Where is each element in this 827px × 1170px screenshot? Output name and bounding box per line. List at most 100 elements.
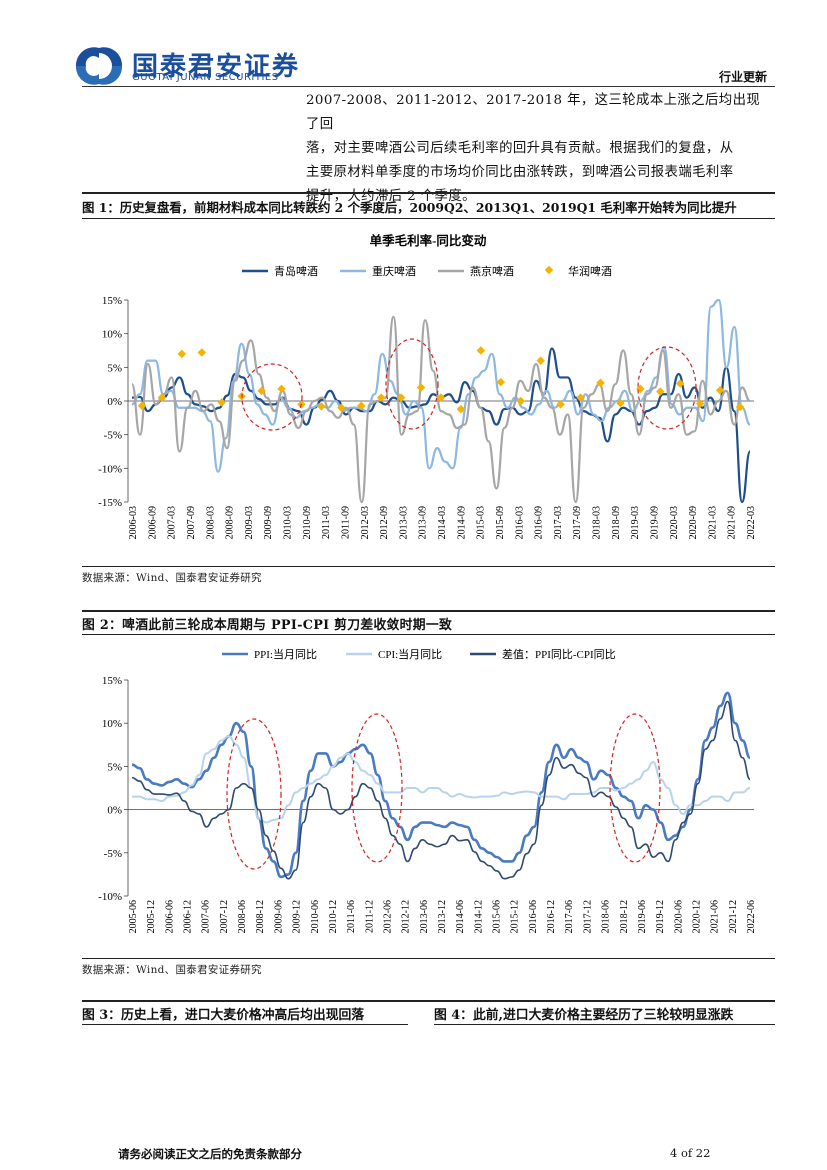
- scatter-point: [656, 387, 665, 396]
- x-tick-label: 2018-12: [619, 900, 630, 933]
- scatter-point: [536, 356, 545, 365]
- series-line: [131, 691, 751, 879]
- x-tick-label: 2010-03: [283, 506, 294, 539]
- x-tick-label: 2020-03: [669, 506, 680, 539]
- legend-label: 重庆啤酒: [372, 264, 416, 278]
- figure2-bottom-rule: [82, 958, 775, 959]
- x-tick-label: 2021-06: [710, 900, 721, 933]
- x-tick-label: 2006-06: [164, 900, 175, 933]
- paragraph-line: 落，对主要啤酒公司后续毛利率的回升具有贡献。根据我们的复盘，从: [306, 141, 734, 156]
- x-tick-label: 2020-12: [691, 900, 702, 933]
- figure3-title: 图 3：历史上看，进口大麦价格冲高后均出现回落: [82, 1008, 365, 1023]
- series-line: [132, 735, 751, 824]
- x-tick-label: 2016-09: [534, 506, 545, 539]
- chart-title: 单季毛利率-同比变动: [370, 233, 487, 248]
- scatter-point: [357, 401, 366, 410]
- legend-marker: [544, 265, 554, 275]
- scatter-point: [177, 349, 187, 359]
- x-tick-label: 2021-09: [727, 506, 738, 539]
- legend-label: 燕京啤酒: [470, 264, 514, 278]
- x-tick-label: 2007-03: [167, 506, 178, 539]
- x-tick-label: 2022-06: [746, 900, 757, 933]
- figure1-title-rule: [82, 218, 775, 219]
- figure4-title-rule: [434, 1024, 775, 1025]
- scatter-point: [436, 393, 446, 402]
- figure2-title: 图 2：啤酒此前三轮成本周期与 PPI-CPI 剪刀差收敛时期一致: [82, 618, 453, 633]
- figure1-top-rule: [82, 192, 775, 194]
- figure1-source: 数据来源：Wind、国泰君安证券研究: [82, 572, 262, 584]
- paragraph-line: 主要原材料单季度的市场均价同比由涨转跌，到啤酒公司报表端毛利率: [306, 165, 734, 180]
- scatter-point: [556, 400, 565, 409]
- figure1-title: 图 1：历史复盘看，前期材料成本同比转跌约 2 个季度后，2009Q2、2013…: [82, 200, 737, 215]
- y-tick-label: 0%: [107, 805, 122, 817]
- x-tick-label: 2009-06: [273, 900, 284, 933]
- series-line: [131, 700, 751, 880]
- scatter-point: [516, 396, 525, 406]
- x-tick-label: 2013-03: [398, 506, 409, 539]
- x-tick-label: 2013-06: [419, 900, 430, 933]
- scatter-point: [695, 399, 705, 408]
- x-tick-label: 2012-09: [379, 506, 390, 539]
- y-tick-label: 5%: [107, 362, 122, 374]
- scatter-point: [496, 377, 506, 387]
- y-tick-label: 10%: [102, 329, 122, 341]
- scatter-point: [376, 393, 386, 402]
- x-tick-label: 2017-12: [582, 900, 593, 933]
- x-tick-label: 2013-09: [418, 506, 429, 539]
- x-tick-label: 2020-06: [673, 900, 684, 933]
- legend-label: 青岛啤酒: [274, 264, 318, 278]
- scatter-point: [197, 348, 207, 357]
- scatter-point: [217, 398, 226, 407]
- scatter-point: [456, 404, 466, 414]
- x-tick-label: 2009-03: [244, 506, 255, 539]
- header-rule: [82, 86, 775, 87]
- y-tick-label: -10%: [98, 463, 122, 475]
- y-tick-label: -5%: [104, 430, 122, 442]
- x-tick-label: 2014-03: [437, 506, 448, 539]
- x-tick-label: 2005-12: [146, 900, 157, 933]
- x-tick-label: 2007-12: [219, 900, 230, 933]
- x-tick-label: 2022-03: [746, 506, 757, 539]
- x-tick-label: 2011-03: [321, 506, 332, 539]
- x-tick-label: 2008-03: [205, 506, 216, 539]
- x-tick-label: 2018-03: [592, 506, 603, 539]
- series-line: [131, 298, 751, 473]
- scatter-point: [735, 402, 745, 412]
- x-tick-label: 2018-06: [601, 900, 612, 933]
- page-number: 4 of 22: [670, 1146, 711, 1160]
- figure1-bottom-rule: [82, 566, 775, 567]
- company-name-cn: 国泰君安证券: [132, 52, 301, 82]
- x-tick-label: 2019-12: [655, 900, 666, 933]
- x-tick-label: 2011-12: [364, 900, 375, 933]
- x-tick-label: 2015-09: [495, 506, 506, 539]
- x-tick-label: 2017-06: [564, 900, 575, 933]
- x-tick-label: 2021-12: [728, 900, 739, 933]
- y-tick-label: -10%: [98, 891, 122, 903]
- x-tick-label: 2010-06: [310, 900, 321, 933]
- x-tick-label: 2009-12: [292, 900, 303, 933]
- x-tick-label: 2013-12: [437, 900, 448, 933]
- footer-disclaimer: 请务必阅读正文之后的免责条款部分: [118, 1147, 302, 1161]
- x-tick-label: 2010-12: [328, 900, 339, 933]
- x-tick-label: 2019-06: [637, 900, 648, 933]
- scatter-point: [317, 402, 326, 411]
- scatter-point: [257, 386, 266, 396]
- legend-label: 差值：PPI同比-CPI同比: [502, 647, 616, 661]
- figure4-title: 图 4：此前,进口大麦价格主要经历了三轮较明显涨跌: [434, 1008, 734, 1023]
- scatter-point: [576, 393, 585, 402]
- x-tick-label: 2009-09: [263, 506, 274, 539]
- chart2: PPI:当月同比 CPI:当月同比 差值：PPI同比-CPI同比 15% 10% 5% 0%…: [98, 647, 757, 933]
- x-tick-label: 2017-09: [572, 506, 583, 539]
- highlight-ellipse: [351, 713, 403, 863]
- scatter-point: [157, 393, 167, 402]
- y-tick-label: 0%: [107, 396, 122, 408]
- x-tick-label: 2010-09: [302, 506, 313, 539]
- x-tick-label: 2014-06: [455, 900, 466, 933]
- x-tick-label: 2016-06: [528, 900, 539, 933]
- x-tick-label: 2015-03: [476, 506, 487, 539]
- series-line: [131, 347, 752, 504]
- x-tick-label: 2014-09: [456, 506, 467, 539]
- x-tick-label: 2007-06: [201, 900, 212, 933]
- x-tick-label: 2020-09: [688, 506, 699, 539]
